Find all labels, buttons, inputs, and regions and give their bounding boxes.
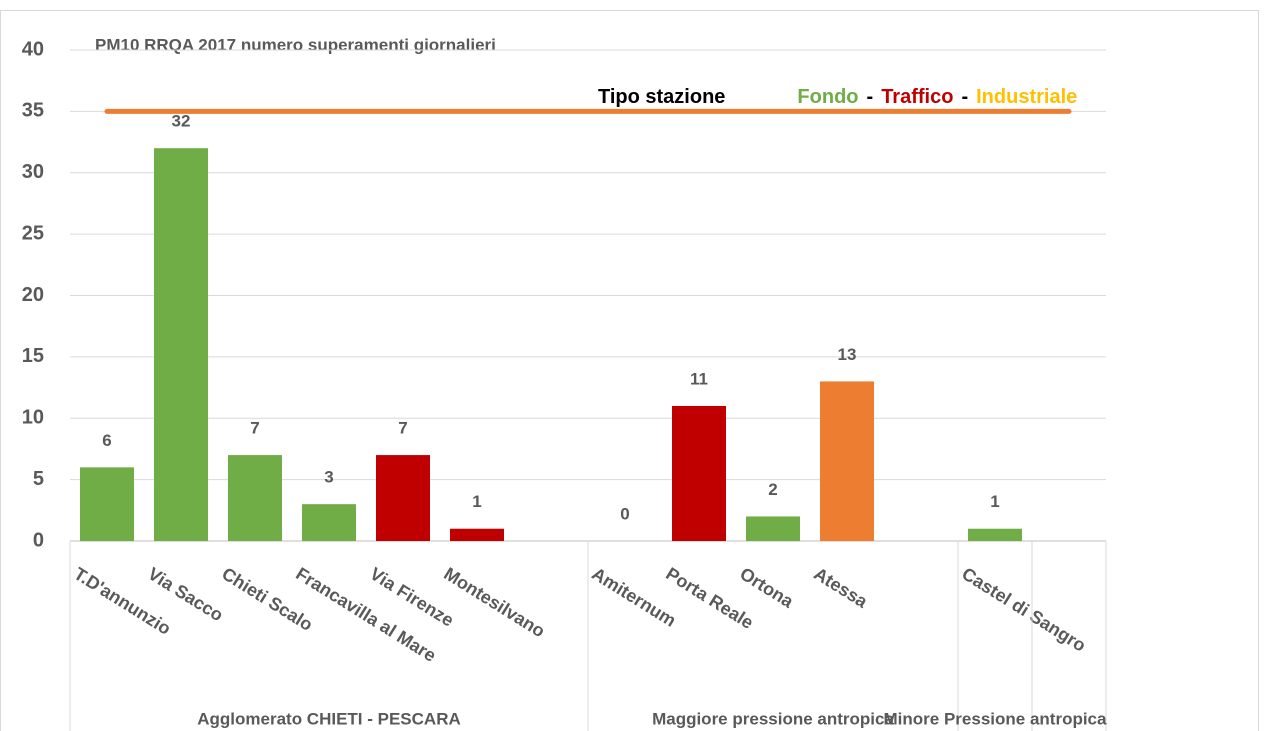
x-tick-label: Francavilla al Mare [292, 563, 439, 665]
y-tick-label: 5 [33, 468, 44, 490]
data-label: 7 [398, 419, 407, 438]
data-label: 11 [690, 369, 708, 388]
bar [672, 405, 726, 541]
bar [968, 528, 1022, 541]
data-label: 6 [102, 431, 111, 450]
y-tick-label: 40 [22, 38, 44, 60]
group-label: Minore Pressione antropica [884, 709, 1107, 728]
bar [80, 467, 134, 541]
data-label: 7 [250, 419, 259, 438]
x-tick-label: Atessa [810, 563, 872, 612]
bar [228, 455, 282, 541]
legend: Tipo stazione Fondo - Traffico - Industriale [598, 86, 1077, 108]
legend-entry: Tipo stazione [598, 86, 725, 108]
bar [820, 381, 874, 541]
y-tick-label: 0 [33, 529, 44, 551]
x-tick-label: Castel di Sangro [958, 563, 1089, 655]
data-label: 3 [324, 468, 333, 487]
y-tick-label: 30 [22, 161, 44, 183]
legend-entry: - [961, 86, 968, 108]
bar [746, 516, 800, 541]
data-label: 1 [472, 492, 481, 511]
data-label: 2 [768, 480, 777, 499]
legend-entry: - [867, 86, 874, 108]
legend-entry: Industriale [976, 86, 1077, 108]
data-label: 32 [172, 112, 191, 131]
x-tick-label: Montesilvano [440, 563, 548, 641]
chart-border [0, 10, 1259, 731]
data-label: 1 [990, 492, 999, 511]
data-label: 0 [620, 504, 629, 523]
x-tick-label: Ortona [736, 563, 797, 612]
legend-entry: Traffico [881, 86, 953, 108]
y-tick-label: 20 [22, 284, 44, 306]
bar [302, 504, 356, 541]
y-tick-label: 35 [22, 100, 44, 122]
group-label: Agglomerato CHIETI - PESCARA [197, 709, 461, 728]
chart-title: PM10 RRQA 2017 numero superamenti giorna… [95, 35, 496, 54]
group-label: Maggiore pressione antropica [652, 709, 894, 728]
y-tick-label: 15 [22, 345, 44, 367]
y-tick-label: 25 [22, 222, 44, 244]
bar [376, 455, 430, 541]
bar [154, 148, 208, 541]
bar [450, 528, 504, 541]
y-tick-label: 10 [22, 407, 44, 429]
data-label: 13 [838, 345, 857, 364]
legend-entry: Fondo [797, 86, 858, 108]
